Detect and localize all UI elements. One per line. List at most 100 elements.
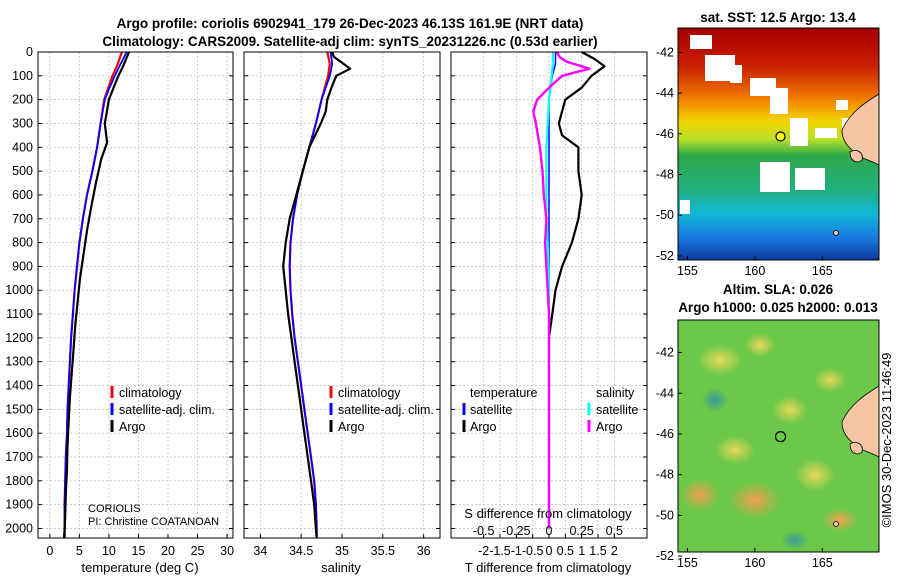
salinity-legend: climatology satellite-adj. clim. Argo	[329, 386, 434, 434]
series-argo	[63, 51, 131, 538]
xtick-label: 1	[578, 544, 585, 558]
legend-label-argo: Argo	[338, 420, 364, 434]
map-ytick-label: -52	[656, 549, 674, 563]
legend-label-sal-argo: Argo	[596, 420, 622, 434]
sla-axis-ticks: -42 -44 -46 -48 -50 -52 155 160 165	[656, 346, 833, 570]
sla-map: -42 -44 -46 -48 -50 -52 155 160 165 Altim. SLA: …	[656, 282, 880, 570]
sla-map-title-line2: Argo h1000: 0.025 h2000: 0.013	[678, 300, 878, 315]
stick-label: 0	[546, 524, 553, 538]
xtick-label: 2	[611, 544, 618, 558]
series-satellite-adj-clim-	[63, 51, 128, 539]
figure-title-line2: Climatology: CARS2009. Satellite-adj cli…	[102, 34, 597, 49]
map-ytick-label: -46	[656, 427, 674, 441]
difference-legend: temperature satellite Argo salinity sate…	[462, 386, 638, 434]
ytick-label: 1300	[5, 355, 33, 369]
legend-label-argo: Argo	[119, 420, 145, 434]
xtick-label: 36	[417, 544, 431, 558]
axes-frame	[243, 51, 441, 539]
map-xtick-label: 165	[812, 264, 833, 278]
legend-label-sal-satellite: satellite	[596, 403, 638, 417]
map-ytick-label: -48	[656, 168, 674, 182]
land-stewart-island	[849, 150, 863, 163]
map-ytick-label: -52	[656, 249, 674, 263]
xtick-label: 20	[161, 544, 175, 558]
ytick-label: 200	[12, 93, 33, 107]
map-ytick-label: -42	[656, 346, 674, 360]
ytick-label: 400	[12, 140, 33, 154]
legend-label-climatology: climatology	[119, 386, 182, 400]
ytick-label: 700	[12, 212, 33, 226]
xtick-label: 25	[191, 544, 205, 558]
xtick-label: 5	[76, 544, 83, 558]
map-xtick-label: 160	[744, 556, 765, 570]
sst-map-title: sat. SST: 12.5 Argo: 13.4	[700, 10, 856, 25]
xtick-label: 35.5	[371, 544, 395, 558]
map-ytick-label: -50	[656, 208, 674, 222]
ytick-label: 1400	[5, 379, 33, 393]
map-xtick-label: 165	[812, 556, 833, 570]
map-ytick-label: -46	[656, 127, 674, 141]
legend-label-satellite-adj: satellite-adj. clim.	[119, 403, 215, 417]
ytick-label: 1600	[5, 426, 33, 440]
xtick-label: 0.5	[557, 544, 574, 558]
argo-float-marker	[774, 431, 787, 443]
stick-label: 0.25	[569, 524, 593, 538]
ytick-label: 500	[12, 164, 33, 178]
legend-title-salinity: salinity	[596, 386, 635, 400]
ytick-label: 1100	[6, 307, 33, 321]
legend-label-temp-argo: Argo	[470, 420, 496, 434]
map-xtick-label: 160	[744, 264, 765, 278]
legend-title-temperature: temperature	[470, 386, 537, 400]
xtick-label: 35	[335, 544, 349, 558]
map-xtick-label: 155	[677, 264, 698, 278]
map-xtick-label: 155	[677, 556, 698, 570]
xtick-label: 1.5	[589, 544, 606, 558]
land-auckland-islands	[833, 230, 839, 236]
map-ytick-label: -50	[656, 508, 674, 522]
series-argo	[282, 51, 352, 539]
land-stewart-island	[849, 442, 863, 455]
imos-credit: ©IMOS 30-Dec-2023 11:46:49	[879, 353, 894, 528]
argo-float-marker	[775, 131, 786, 142]
legend-label-satellite-adj: satellite-adj. clim.	[338, 403, 434, 417]
stick-label: -0.5	[473, 524, 495, 538]
difference-xlabel: T difference from climatology	[465, 560, 632, 575]
map-ytick-label: -48	[656, 468, 674, 482]
sla-map-title-line1: Altim. SLA: 0.026	[723, 282, 834, 297]
xtick-label: -0.5	[522, 544, 544, 558]
salinity-panel: 34 34.5 35 35.5 36	[243, 51, 441, 558]
xtick-label: -2	[478, 544, 489, 558]
map-ytick-label: -44	[656, 86, 674, 100]
ytick-label: 1700	[5, 450, 33, 464]
land-auckland-islands	[833, 521, 839, 527]
xtick-label: -1.5	[489, 544, 511, 558]
ytick-label: 2000	[5, 521, 33, 535]
ytick-label: 100	[12, 69, 33, 83]
xtick-label: -1	[511, 544, 522, 558]
ytick-label: 1500	[5, 402, 33, 416]
series-salinity-argo	[532, 51, 591, 529]
figure-title-line1: Argo profile: coriolis 6902941_179 26-De…	[117, 16, 584, 31]
ytick-label: 600	[12, 188, 33, 202]
ytick-label: 900	[12, 259, 33, 273]
sst-frame	[677, 27, 880, 261]
xtick-label: 34.5	[289, 544, 313, 558]
stick-label: -0.25	[502, 524, 531, 538]
ytick-label: 1900	[5, 498, 33, 512]
stick-label: 0.5	[606, 524, 623, 538]
xtick-label: 10	[102, 544, 116, 558]
land-south-island	[841, 385, 879, 458]
sla-frame	[677, 319, 880, 553]
axes-frame	[450, 51, 648, 539]
xtick-label: 34	[253, 544, 267, 558]
map-ytick-label: -42	[656, 45, 674, 59]
xtick-label: 0	[546, 544, 553, 558]
legend-label-temp-satellite: satellite	[470, 403, 512, 417]
ytick-label: 800	[12, 236, 33, 250]
legend-label-climatology: climatology	[338, 386, 401, 400]
pi-label: PI: Christine COATANOAN	[88, 516, 219, 528]
ytick-label: 1800	[5, 474, 33, 488]
